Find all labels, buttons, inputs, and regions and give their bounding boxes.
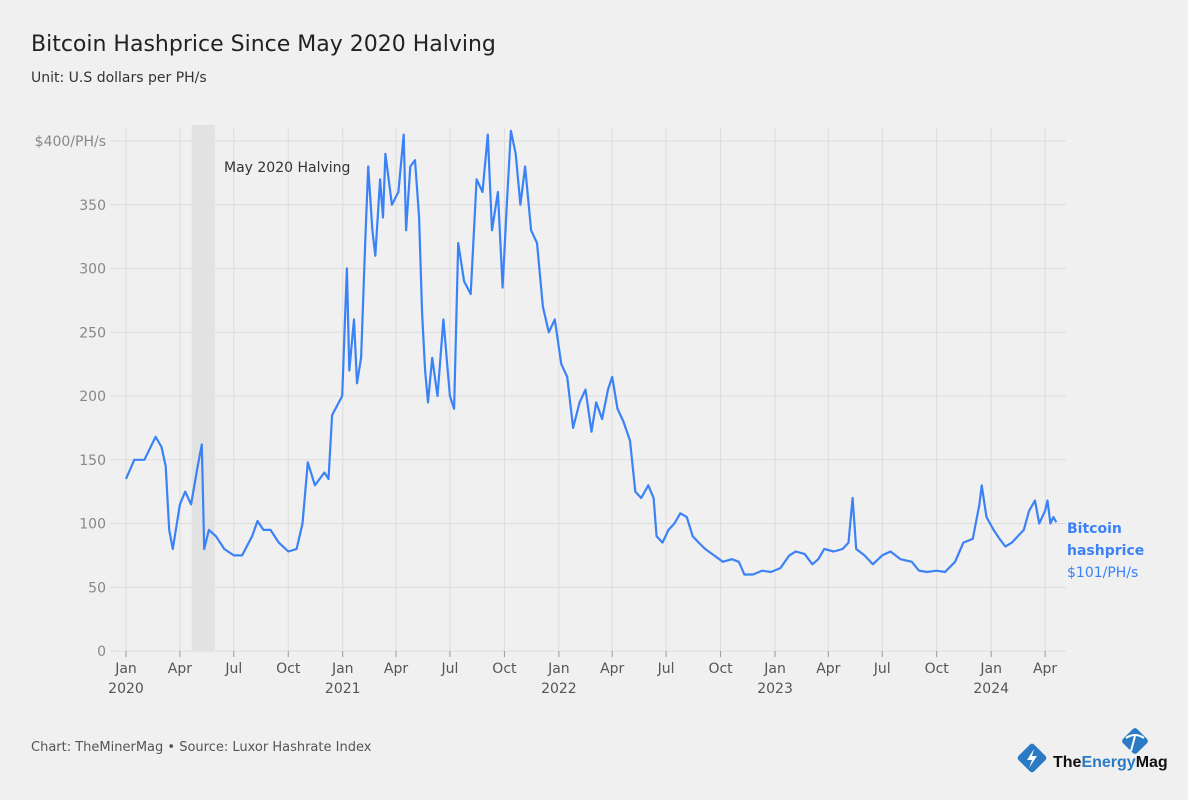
x-tick-label: Jan — [979, 661, 1002, 677]
series-label: hashprice — [1067, 543, 1144, 559]
theenergymag-logo: TheEnergyMag — [1013, 725, 1183, 785]
x-tick-label: Apr — [1033, 661, 1057, 677]
x-tick-year: 2021 — [325, 681, 361, 697]
halving-annotation: May 2020 Halving — [224, 160, 350, 176]
y-tick-label: $400/PH/s — [35, 134, 106, 150]
y-tick-label: 50 — [88, 580, 106, 596]
series-label: Bitcoin — [1067, 521, 1122, 537]
y-tick-label: 150 — [79, 453, 106, 469]
y-tick-label: 300 — [79, 262, 106, 278]
x-tick-label: Apr — [816, 661, 840, 677]
x-tick-label: Jan — [114, 661, 137, 677]
x-tick-label: Apr — [384, 661, 408, 677]
x-tick-label: Apr — [168, 661, 192, 677]
logo-text: TheEnergyMag — [1053, 754, 1168, 771]
y-tick-label: 100 — [79, 517, 106, 533]
x-tick-label: Oct — [708, 661, 733, 677]
x-tick-label: Apr — [600, 661, 624, 677]
x-tick-year: 2023 — [757, 681, 793, 697]
x-tick-year: 2024 — [973, 681, 1009, 697]
x-tick-label: Oct — [276, 661, 301, 677]
y-tick-label: 250 — [79, 325, 106, 341]
series-end-value: $101/PH/s — [1067, 565, 1138, 581]
x-tick-label: Jan — [547, 661, 570, 677]
pickaxe-icon — [1122, 728, 1148, 754]
x-tick-label: Jul — [224, 661, 242, 677]
x-tick-label: Jul — [657, 661, 675, 677]
hashprice-line — [124, 129, 1058, 576]
x-tick-label: Oct — [492, 661, 517, 677]
x-tick-label: Jul — [873, 661, 891, 677]
chart-source: Chart: TheMinerMag • Source: Luxor Hashr… — [31, 740, 372, 755]
y-tick-label: 0 — [97, 644, 106, 660]
y-tick-label: 350 — [79, 198, 106, 214]
chart-title: Bitcoin Hashprice Since May 2020 Halving — [31, 32, 496, 57]
lightning-icon — [1017, 743, 1047, 773]
x-tick-label: Jan — [331, 661, 354, 677]
x-tick-year: 2020 — [108, 681, 144, 697]
y-tick-label: 200 — [79, 389, 106, 405]
halving-band — [191, 125, 215, 651]
x-tick-label: Jan — [763, 661, 786, 677]
x-tick-label: Oct — [925, 661, 950, 677]
chart-subtitle: Unit: U.S dollars per PH/s — [31, 70, 207, 86]
x-tick-label: Jul — [440, 661, 458, 677]
x-tick-year: 2022 — [541, 681, 577, 697]
